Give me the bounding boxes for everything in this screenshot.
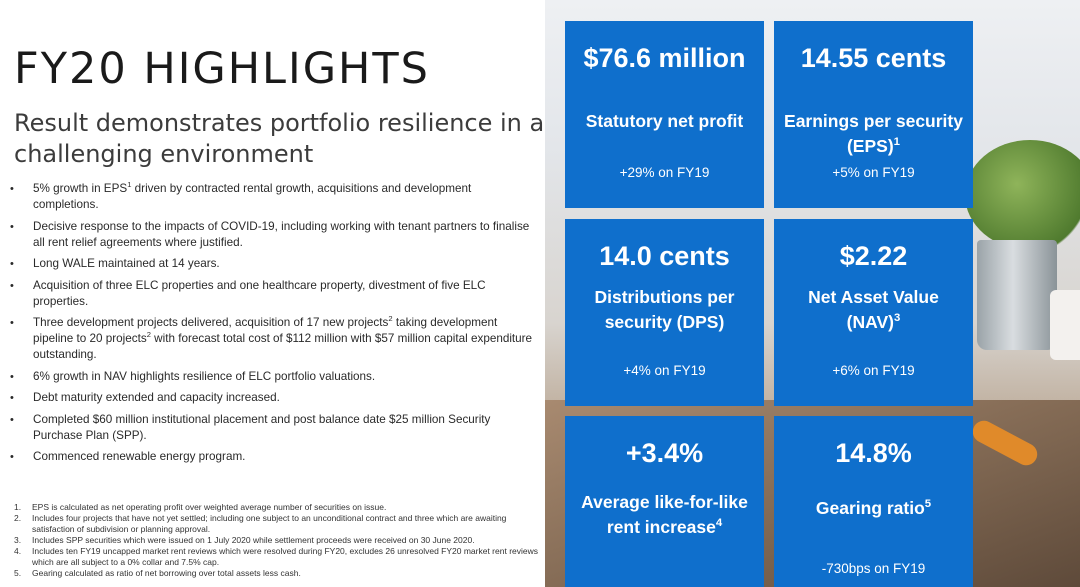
footnote: 5. Gearing calculated as ratio of net bor… [14,568,301,578]
plant-pot [977,240,1057,350]
tile-change: +6% on FY19 [832,363,915,378]
list-item: • Commenced renewable energy program. [10,450,246,463]
tile-value: $76.6 million [583,43,746,73]
plant-foliage [965,140,1080,250]
list-item: • Long WALE maintained at 14 years. [10,257,220,270]
footnote: 4. Includes ten FY19 uncapped market rent… [14,546,539,567]
tile-label: Gearing ratio5 [815,498,932,518]
page-title: FY20 HIGHLIGHTS [14,44,430,94]
tile-dps: 14.0 cents Distributions per security (D… [565,219,764,406]
tile-label: Earnings per security (EPS)1 [784,111,963,156]
tile-statutory-net-profit: $76.6 million Statutory net profit +29% … [565,21,764,208]
tile-change: +29% on FY19 [619,165,710,180]
list-item: • 6% growth in NAV highlights resilience … [10,369,376,383]
tile-change: -730bps on FY19 [821,561,926,576]
tile-label: Distributions per security (DPS) [594,287,735,332]
footnote: 2. Includes four projects that have not y… [14,513,507,534]
footnote: 1. EPS is calculated as net operating pro… [14,502,387,512]
tile-gearing-ratio: 14.8% Gearing ratio5 -730bps on FY19 [774,416,973,587]
tile-label: Average like-for-like rent increase4 [581,492,748,537]
tile-value: 14.0 cents [599,241,730,271]
tile-change: +5% on FY19 [832,165,915,180]
page-subtitle: Result demonstrates portfolio resilience… [14,109,545,168]
footnote: 3. Includes SPP securities which were iss… [14,535,475,545]
tile-change: +4% on FY19 [623,363,706,378]
list-item: • Completed $60 million institutional pla… [10,412,491,442]
tile-rent-increase: +3.4% Average like-for-like rent increas… [565,416,764,587]
footnotes: 1. EPS is calculated as net operating pro… [14,502,544,579]
tile-value: $2.22 [839,241,908,271]
tile-value: +3.4% [625,438,704,468]
tile-label: Net Asset Value (NAV)3 [808,287,939,332]
list-item: • Acquisition of three ELC properties and… [10,278,486,308]
cup [1050,290,1080,360]
tile-value: 14.55 cents [800,43,947,73]
tile-eps: 14.55 cents Earnings per security (EPS)1… [774,21,973,208]
list-item: • Three development projects delivered, a… [10,314,533,361]
tile-nav: $2.22 Net Asset Value (NAV)3 +6% on FY19 [774,219,973,406]
list-item: • Debt maturity extended and capacity inc… [10,391,280,404]
highlights-list: • 5% growth in EPS1 driven by contracted … [10,181,535,471]
tile-value: 14.8% [835,438,912,468]
highlights-panel: FY20 HIGHLIGHTS Result demonstrates port… [10,44,545,579]
list-item: • Decisive response to the impacts of COV… [10,219,530,249]
tile-label: Statutory net profit [585,111,744,131]
list-item: • 5% growth in EPS1 driven by contracted … [10,180,472,211]
